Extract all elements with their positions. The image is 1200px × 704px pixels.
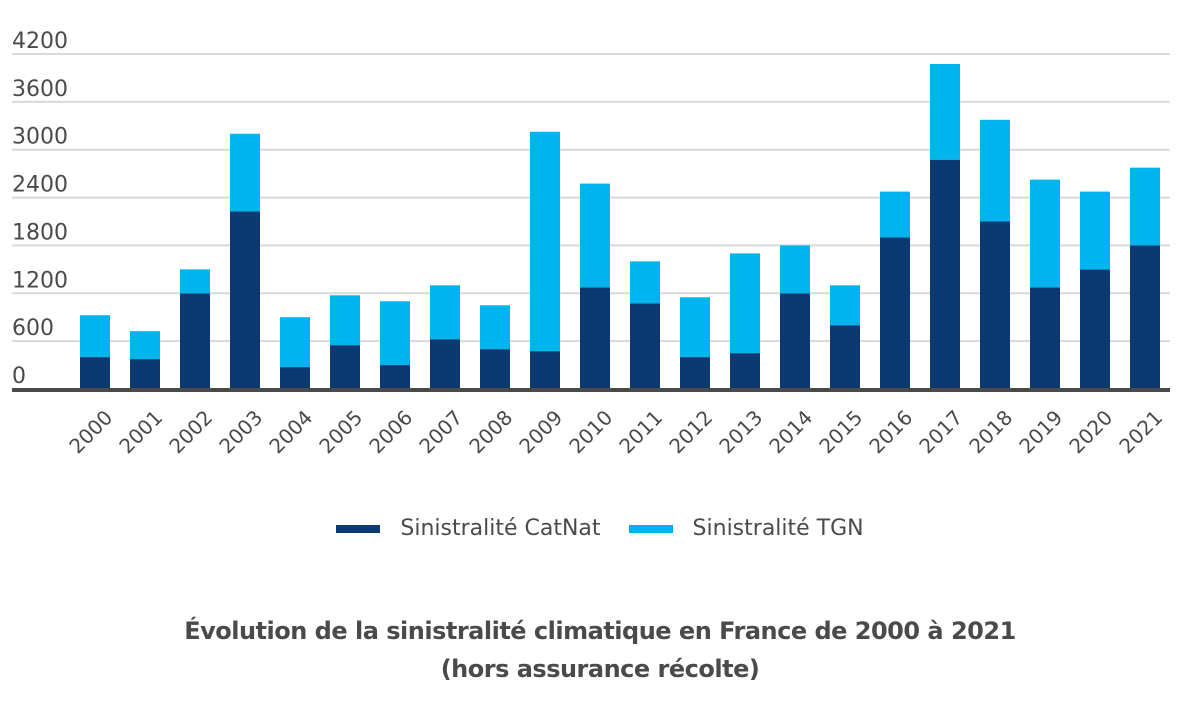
bar-tgn-2005 [330,295,360,346]
bar-tgn-2015 [830,285,860,326]
bar-catnat-2008 [480,349,510,389]
x-tick-label: 2007 [414,405,467,458]
legend-swatch-tgn [628,524,673,533]
x-tick-label: 2005 [314,405,367,458]
chart-subtitle: (hors assurance récolte) [440,655,760,683]
bar-tgn-2014 [780,245,810,294]
bars [80,63,1160,389]
x-tick-label: 2019 [1014,405,1067,458]
bar-catnat-2009 [530,351,560,389]
y-tick-label: 0 [12,364,26,389]
bar-catnat-2001 [130,359,160,389]
bar-tgn-2010 [580,183,610,288]
bar-catnat-2021 [1130,245,1160,389]
bar-catnat-2014 [780,293,810,389]
x-tick-label: 2021 [1114,405,1167,458]
bar-catnat-2018 [980,221,1010,389]
bar-tgn-2020 [1080,191,1110,270]
y-tick-label: 3600 [12,77,68,102]
chart-title: Évolution de la sinistralité climatique … [184,617,1016,645]
bar-catnat-2000 [80,357,110,389]
bar-tgn-2007 [430,285,460,340]
bar-tgn-2012 [680,297,710,358]
x-tick-label: 2016 [864,405,917,458]
bar-tgn-2004 [280,317,310,368]
bar-tgn-2006 [380,301,410,366]
legend-label-tgn: Sinistralité TGN [692,516,864,541]
x-tick-label: 2001 [114,405,167,458]
bar-catnat-2006 [380,365,410,389]
bar-tgn-2019 [1030,179,1060,288]
x-axis-ticks: 2000200120022003200420052006200720082009… [64,405,1167,458]
y-tick-label: 3000 [12,125,68,150]
bar-tgn-2013 [730,253,760,354]
x-tick-label: 2013 [714,405,767,458]
y-tick-label: 600 [12,316,54,341]
x-tick-label: 2010 [564,405,617,458]
x-tick-label: 2002 [164,405,217,458]
bar-catnat-2015 [830,325,860,389]
x-tick-label: 2011 [614,405,667,458]
x-tick-label: 2018 [964,405,1017,458]
x-tick-label: 2006 [364,405,417,458]
y-axis-ticks: 0 600 1200 1800 2400 3000 3600 4200 [12,29,68,389]
x-tick-label: 2000 [64,405,117,458]
bar-catnat-2020 [1080,269,1110,389]
bar-catnat-2003 [230,211,260,389]
x-tick-label: 2004 [264,405,317,458]
bar-tgn-2018 [980,119,1010,222]
y-tick-label: 1200 [12,268,68,293]
bar-catnat-2013 [730,353,760,389]
x-tick-label: 2008 [464,405,517,458]
x-tick-label: 2017 [914,405,967,458]
bar-catnat-2016 [880,237,910,389]
y-tick-label: 1800 [12,220,68,245]
legend-label-catnat: Sinistralité CatNat [400,516,601,541]
bar-catnat-2017 [930,159,960,389]
bar-catnat-2004 [280,367,310,389]
x-tick-label: 2015 [814,405,867,458]
x-tick-label: 2012 [664,405,717,458]
bar-catnat-2011 [630,303,660,389]
bar-tgn-2003 [230,133,260,212]
bar-catnat-2012 [680,357,710,389]
legend-swatch-catnat [336,524,381,533]
bar-catnat-2005 [330,345,360,389]
legend-item-catnat: Sinistralité CatNat [336,516,601,541]
bar-tgn-2001 [130,331,160,360]
x-tick-label: 2003 [214,405,267,458]
x-tick-label: 2014 [764,405,817,458]
y-tick-label: 4200 [12,29,68,54]
bar-catnat-2002 [180,293,210,389]
bar-tgn-2009 [530,131,560,352]
x-tick-label: 2020 [1064,405,1117,458]
y-tick-label: 2400 [12,173,68,198]
legend: Sinistralité CatNat Sinistralité TGN [0,516,1200,541]
bar-tgn-2021 [1130,167,1160,246]
bar-tgn-2017 [930,63,960,160]
bar-catnat-2010 [580,287,610,389]
chart-title-block: Évolution de la sinistralité climatique … [0,612,1200,688]
legend-item-tgn: Sinistralité TGN [628,516,864,541]
bar-tgn-2000 [80,315,110,358]
bar-tgn-2011 [630,261,660,304]
bar-catnat-2007 [430,339,460,389]
bar-catnat-2019 [1030,287,1060,389]
bar-tgn-2008 [480,305,510,350]
x-tick-label: 2009 [514,405,567,458]
bar-tgn-2016 [880,191,910,238]
bar-tgn-2002 [180,269,210,294]
